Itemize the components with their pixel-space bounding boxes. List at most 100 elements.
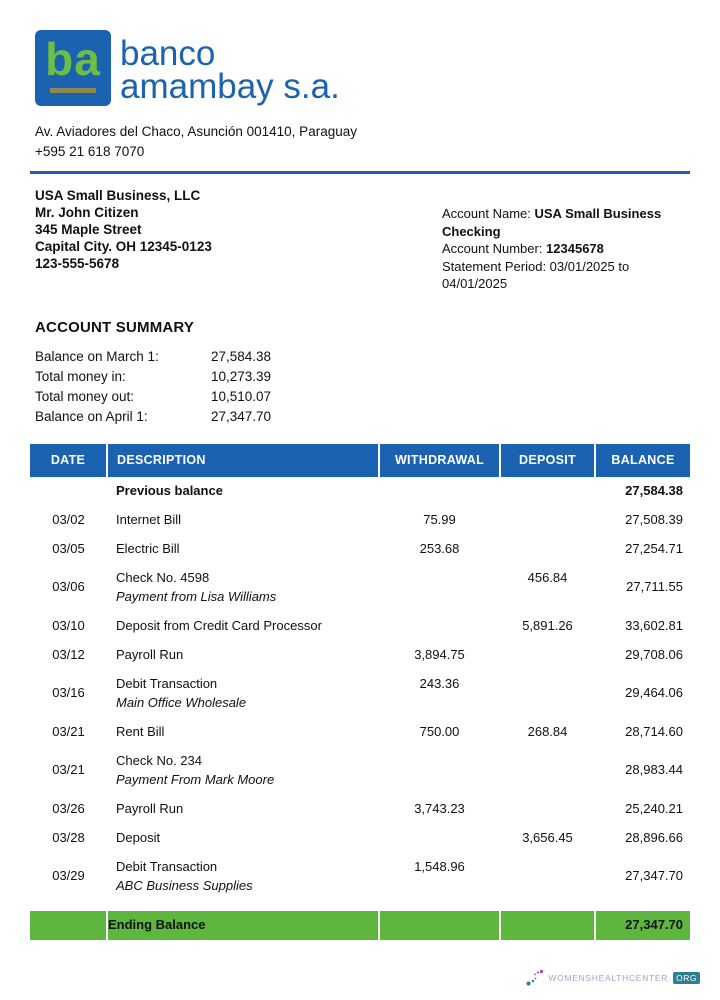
account-name-row: Account Name: USA Small Business Checkin…: [442, 205, 690, 240]
deposit-cell: [500, 535, 595, 564]
description-note: Main Office Wholesale: [116, 694, 247, 710]
balance-cell: 28,983.44: [625, 762, 683, 777]
date-cell: 03/21: [52, 723, 85, 739]
ending-balance-row: Ending Balance 27,347.70: [30, 900, 690, 940]
date-cell: 03/21: [52, 762, 85, 777]
summary-label: Total money in:: [35, 368, 126, 384]
description-text: Electric Bill: [116, 540, 180, 556]
column-header-balance: BALANCE: [594, 443, 690, 477]
summary-value: 10,510.07: [211, 388, 272, 404]
description-note: Payment From Mark Moore: [116, 771, 275, 787]
withdrawal-cell: [379, 564, 500, 612]
transaction-row: 03/21 Rent Bill 750.00 268.84 28,714.60: [30, 718, 690, 747]
date-cell: 03/05: [52, 540, 85, 556]
description-cell: Previous balance: [116, 482, 223, 498]
customer-line: 123-555-5678: [35, 256, 120, 271]
account-info-block: Account Name: USA Small Business Checkin…: [442, 205, 690, 293]
date-cell: 03/06: [52, 579, 85, 594]
account-number-row: Account Number: 12345678: [442, 240, 690, 258]
description-text: Payroll Run: [116, 646, 184, 662]
description-cell: Check No. 234 Payment From Mark Moore: [107, 747, 379, 795]
account-summary-section: ACCOUNT SUMMARY Balance on March 1: 27,5…: [35, 319, 690, 427]
bank-name: banco amambay s.a.: [120, 30, 340, 106]
description-cell: Rent Bill: [107, 718, 379, 747]
header-divider: [30, 171, 690, 174]
withdrawal-cell: 253.68: [419, 540, 460, 556]
deposit-cell: 3,656.45: [522, 829, 573, 845]
balance-cell: 29,464.06: [625, 685, 683, 700]
logo-monogram: ba: [45, 33, 101, 85]
transaction-row: 03/05 Electric Bill 253.68 27,254.71: [30, 535, 690, 564]
description-cell: Payroll Run: [107, 641, 379, 670]
withdrawal-cell: 1,548.96: [414, 858, 465, 874]
customer-line: Capital City. OH 12345-0123: [35, 239, 212, 254]
bank-name-line1: banco: [120, 34, 216, 73]
summary-row: Balance on April 1: 27,347.70: [35, 407, 690, 427]
transactions-table-header: DATE DESCRIPTION WITHDRAWAL DEPOSIT BALA…: [30, 443, 690, 477]
balance-cell: 28,714.60: [625, 723, 683, 739]
description-cell: Debit Transaction Main Office Wholesale: [107, 670, 379, 718]
statement-period-label: Statement Period:: [442, 258, 550, 274]
balance-cell: 27,347.70: [625, 868, 683, 883]
description-cell: Payroll Run: [107, 795, 379, 824]
bank-logo: ba banco amambay s.a.: [35, 30, 690, 106]
summary-label: Balance on March 1:: [35, 348, 159, 364]
column-header-description: DESCRIPTION: [106, 443, 379, 477]
column-header-withdrawal: WITHDRAWAL: [378, 443, 500, 477]
account-summary-rows: Balance on March 1: 27,584.38 Total mone…: [35, 347, 690, 427]
customer-line: Mr. John Citizen: [35, 205, 139, 220]
transaction-row: 03/26 Payroll Run 3,743.23 25,240.21: [30, 795, 690, 824]
description-text: Debit Transaction: [116, 858, 218, 874]
transaction-row: 03/02 Internet Bill 75.99 27,508.39: [30, 506, 690, 535]
description-text: Internet Bill: [116, 511, 182, 527]
watermark-text: WOMENSHEALTHCENTER.: [548, 973, 672, 983]
withdrawal-cell: 3,743.23: [414, 800, 465, 816]
description-note: Payment from Lisa Williams: [116, 588, 277, 604]
description-cell: Deposit: [107, 824, 379, 853]
deposit-cell: [500, 747, 595, 795]
withdrawal-cell: 750.00: [419, 723, 460, 739]
bank-phone: +595 21 618 7070: [35, 144, 145, 159]
deposit-cell: [500, 506, 595, 535]
deposit-cell: [500, 477, 595, 506]
watermark-org-badge: ORG: [673, 972, 700, 984]
account-number-label: Account Number:: [442, 241, 547, 256]
bank-name-line2: amambay s.a.: [120, 67, 340, 106]
parties-section: USA Small Business, LLC Mr. John Citizen…: [30, 187, 690, 293]
description-cell: Debit Transaction ABC Business Supplies: [107, 853, 379, 906]
description-text: Deposit from Credit Card Processor: [116, 617, 322, 633]
deposit-cell: 5,891.26: [522, 617, 573, 633]
column-header-deposit: DEPOSIT: [499, 443, 595, 477]
withdrawal-cell: 243.36: [419, 675, 460, 691]
deposit-cell: [499, 900, 595, 940]
description-text: Deposit: [116, 829, 161, 845]
summary-value: 27,584.38: [211, 348, 272, 364]
withdrawal-cell: [379, 612, 500, 641]
transaction-row: 03/29 Debit Transaction ABC Business Sup…: [30, 853, 690, 906]
transaction-row: 03/06 Check No. 4598 Payment from Lisa W…: [30, 564, 690, 612]
withdrawal-cell: [378, 900, 500, 940]
description-text: Rent Bill: [116, 723, 165, 739]
watermark-dots-icon: [526, 969, 544, 986]
logo-underline: [50, 88, 96, 93]
description-text: Check No. 234: [116, 752, 202, 768]
date-cell: 03/26: [52, 800, 85, 816]
date-cell: 03/02: [52, 511, 85, 527]
summary-label: Balance on April 1:: [35, 408, 148, 424]
account-name-label: Account Name:: [442, 206, 535, 221]
account-summary-title: ACCOUNT SUMMARY: [35, 318, 195, 336]
deposit-cell: 456.84: [527, 569, 568, 585]
balance-cell: 25,240.21: [625, 800, 683, 816]
previous-balance-row: Previous balance 27,584.38: [30, 477, 690, 506]
description-note: ABC Business Supplies: [116, 877, 253, 893]
description-text: Payroll Run: [116, 800, 184, 816]
withdrawal-cell: [379, 747, 500, 795]
description-cell: Deposit from Credit Card Processor: [107, 612, 379, 641]
transaction-row: 03/28 Deposit 3,656.45 28,896.66: [30, 824, 690, 853]
date-cell: 03/12: [52, 646, 85, 662]
transactions-table: DATE DESCRIPTION WITHDRAWAL DEPOSIT BALA…: [30, 443, 690, 940]
balance-cell: 27,711.55: [626, 579, 683, 594]
ending-balance-label: Ending Balance: [106, 900, 379, 940]
transactions-rows: 03/02 Internet Bill 75.99 27,508.39 03/0…: [30, 506, 690, 906]
